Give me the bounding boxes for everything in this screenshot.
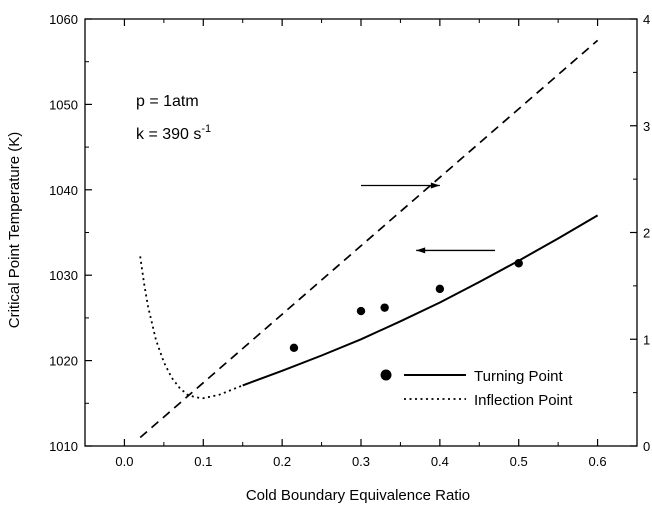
data-point (435, 284, 445, 294)
pressure-annotation: p = 1atm (136, 93, 199, 110)
x-tick-label: 0.2 (273, 454, 291, 469)
y-tick-label: 1030 (49, 268, 78, 283)
x-tick-label: 0.3 (352, 454, 370, 469)
x-axis-label: Cold Boundary Equivalence Ratio (246, 487, 470, 504)
x-tick-label: 0.5 (510, 454, 528, 469)
arrow-right-head (430, 182, 440, 189)
y-axis-label: Critical Point Temperature (K) (6, 132, 23, 328)
data-point (356, 306, 366, 316)
y-tick-label: 1060 (49, 12, 78, 27)
y2-tick-label: 1 (643, 332, 650, 347)
y2-tick-label: 2 (643, 226, 650, 241)
axis-ticks: 0.0 0.1 0.2 0.3 0.4 0.5 0.6 1010 1020 1030 1040 105… (49, 12, 650, 469)
data-point (380, 303, 389, 312)
data-point (289, 343, 299, 352)
strain-rate-annotation: k = 390 s-1 (136, 123, 211, 143)
arrow-left-head (416, 247, 426, 254)
y-tick-label: 1010 (49, 439, 78, 454)
legend-inflection-label: Inflection Point (474, 392, 573, 409)
turning-point-line (242, 214, 599, 387)
y2-tick-label: 4 (643, 12, 650, 27)
y-tick-label: 1040 (49, 183, 78, 198)
x-tick-label: 0.1 (194, 454, 212, 469)
strain-rate-exponent: -1 (201, 123, 211, 135)
data-point (514, 259, 523, 268)
x-tick-label: 0.4 (431, 454, 449, 469)
dashed-line (139, 39, 599, 439)
y-tick-label: 1050 (49, 97, 78, 112)
y2-tick-label: 0 (643, 439, 650, 454)
chart-text: Cold Boundary Equivalence Ratio Critical… (6, 93, 573, 504)
y-tick-label: 1020 (49, 354, 78, 369)
strain-rate-text: k = 390 s (136, 126, 201, 143)
legend-turning-label: Turning Point (474, 368, 563, 385)
x-tick-label: 0.0 (115, 454, 133, 469)
y2-tick-label: 3 (643, 119, 650, 134)
x-tick-label: 0.6 (589, 454, 607, 469)
inflection-point-line (139, 256, 244, 400)
legend-marker-dot (380, 369, 392, 381)
